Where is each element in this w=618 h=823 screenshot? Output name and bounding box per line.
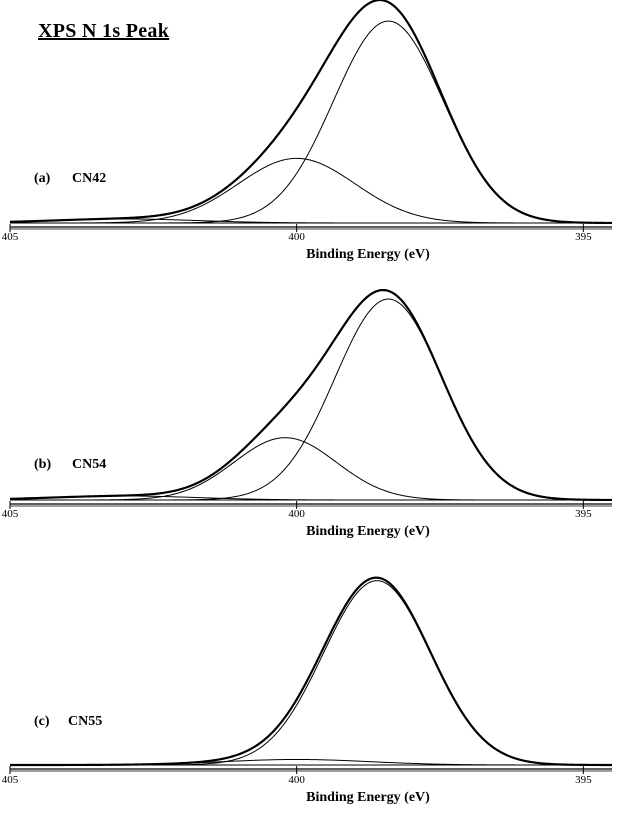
sample-label: CN54 (72, 457, 106, 472)
sample-label: CN55 (68, 714, 102, 729)
x-axis-label: Binding Energy (eV) (306, 790, 430, 805)
figure-title: XPS N 1s Peak (38, 20, 170, 42)
x-tick-label: 395 (575, 774, 592, 786)
sample-label: CN42 (72, 171, 106, 186)
component-peak-1 (10, 20, 612, 224)
x-tick-label: 395 (575, 231, 592, 243)
x-tick-label: 400 (288, 508, 305, 520)
panel-cn54: 405 400 395 Binding Energy (eV) (b) CN54 (2, 288, 613, 539)
x-tick-label: 405 (2, 231, 19, 243)
x-tick-label: 405 (2, 508, 19, 520)
x-tick-label: 395 (575, 508, 592, 520)
envelope-curve (9, 288, 613, 502)
panel-label: (a) (34, 171, 51, 186)
panel-cn55: 405 400 395 Binding Energy (eV) (c) CN55 (2, 576, 612, 805)
x-tick-label: 400 (288, 231, 305, 243)
envelope-curve (9, 0, 612, 225)
x-axis-label: Binding Energy (eV) (306, 524, 430, 539)
envelope-curve (10, 576, 612, 767)
x-axis-label: Binding Energy (eV) (306, 247, 430, 262)
x-tick-label: 400 (288, 774, 305, 786)
x-tick-label: 405 (2, 774, 19, 786)
panel-label: (b) (34, 457, 51, 472)
panel-cn42: 405 400 395 Binding Energy (eV) (a) CN42 (2, 0, 612, 262)
panel-label: (c) (34, 714, 50, 729)
